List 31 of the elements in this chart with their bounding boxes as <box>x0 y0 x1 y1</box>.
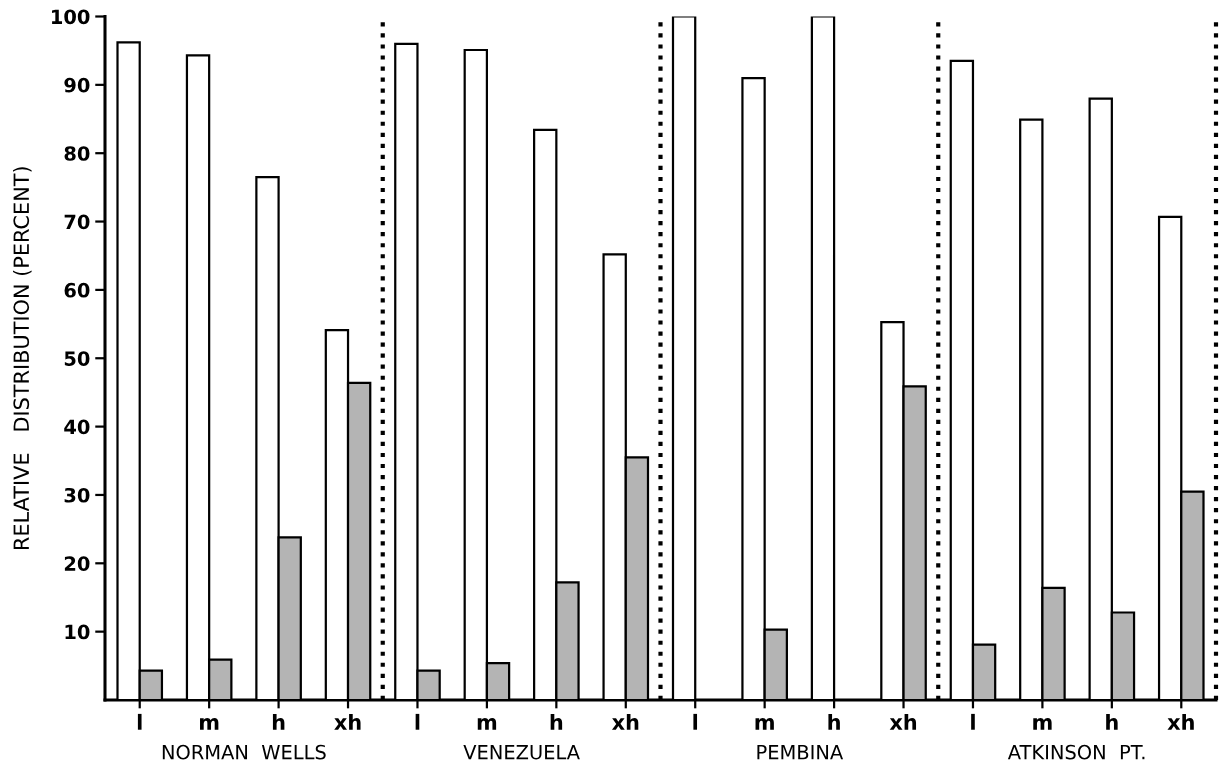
y-tick-label: 90 <box>64 77 90 93</box>
x-tick-label: l <box>971 713 975 730</box>
x-tick-label: h <box>828 713 840 730</box>
text: ATKINSON PT. <box>1007 744 1145 760</box>
y-axis-title: RELATIVE DISTRIBUTION (PERCENT) <box>13 167 32 550</box>
y-tick-label: 100 <box>52 9 90 25</box>
x-tick-label: m <box>200 718 219 730</box>
x-tick-label: m <box>755 718 774 730</box>
text: NORMAN WELLS <box>162 744 326 760</box>
y-tick-label: 20 <box>64 556 90 571</box>
x-tick-label: xh <box>334 713 361 730</box>
x-tick-label: xh <box>1167 713 1194 730</box>
x-tick-label: h <box>550 713 563 730</box>
y-tick-label: 30 <box>64 487 90 503</box>
x-tick-label: h <box>272 713 285 730</box>
x-tick-label: l <box>693 713 698 730</box>
text: VENEZUELA <box>463 745 580 760</box>
x-tick-label: l <box>415 713 420 730</box>
text: PEMBINA <box>757 745 844 760</box>
x-tick-label: h <box>1106 713 1118 730</box>
x-tick-label: l <box>137 713 142 730</box>
y-tick-label: 80 <box>64 146 90 161</box>
y-tick-label: 40 <box>64 419 90 435</box>
y-tick-label: 70 <box>64 214 90 230</box>
x-tick-label: xh <box>889 713 917 730</box>
y-tick-label: 50 <box>64 351 90 366</box>
x-tick-label: m <box>477 718 497 730</box>
x-tick-label: xh <box>611 713 639 730</box>
y-tick-label: 10 <box>65 624 90 640</box>
y-tick-label: 60 <box>64 282 90 298</box>
x-tick-label: m <box>1033 718 1052 730</box>
